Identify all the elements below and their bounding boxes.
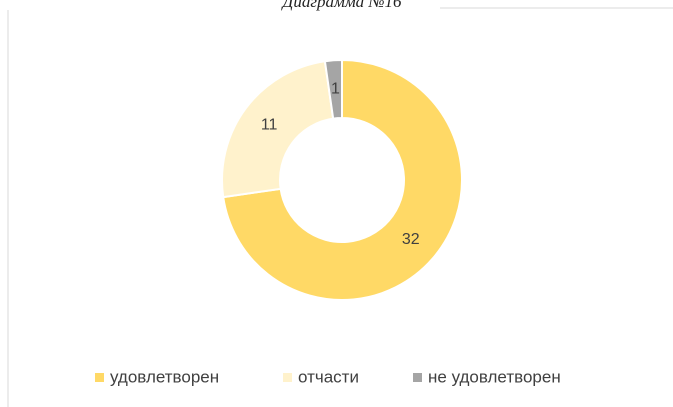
chart-frame — [7, 7, 673, 407]
data-label: 1 — [331, 80, 340, 97]
data-label: 32 — [402, 231, 420, 248]
slice — [221, 60, 335, 199]
data-label: 11 — [261, 117, 278, 134]
legend-swatch — [283, 373, 292, 382]
slice — [323, 58, 343, 120]
slice — [222, 58, 463, 301]
legend-label: отчасти — [298, 367, 359, 386]
legend-swatch — [95, 373, 104, 382]
legend-swatch — [413, 373, 422, 382]
legend-label: удовлетворен — [110, 367, 219, 386]
chart-title: Диаграмма №16 — [281, 0, 402, 11]
legend-label: не удовлетворен — [428, 367, 561, 386]
